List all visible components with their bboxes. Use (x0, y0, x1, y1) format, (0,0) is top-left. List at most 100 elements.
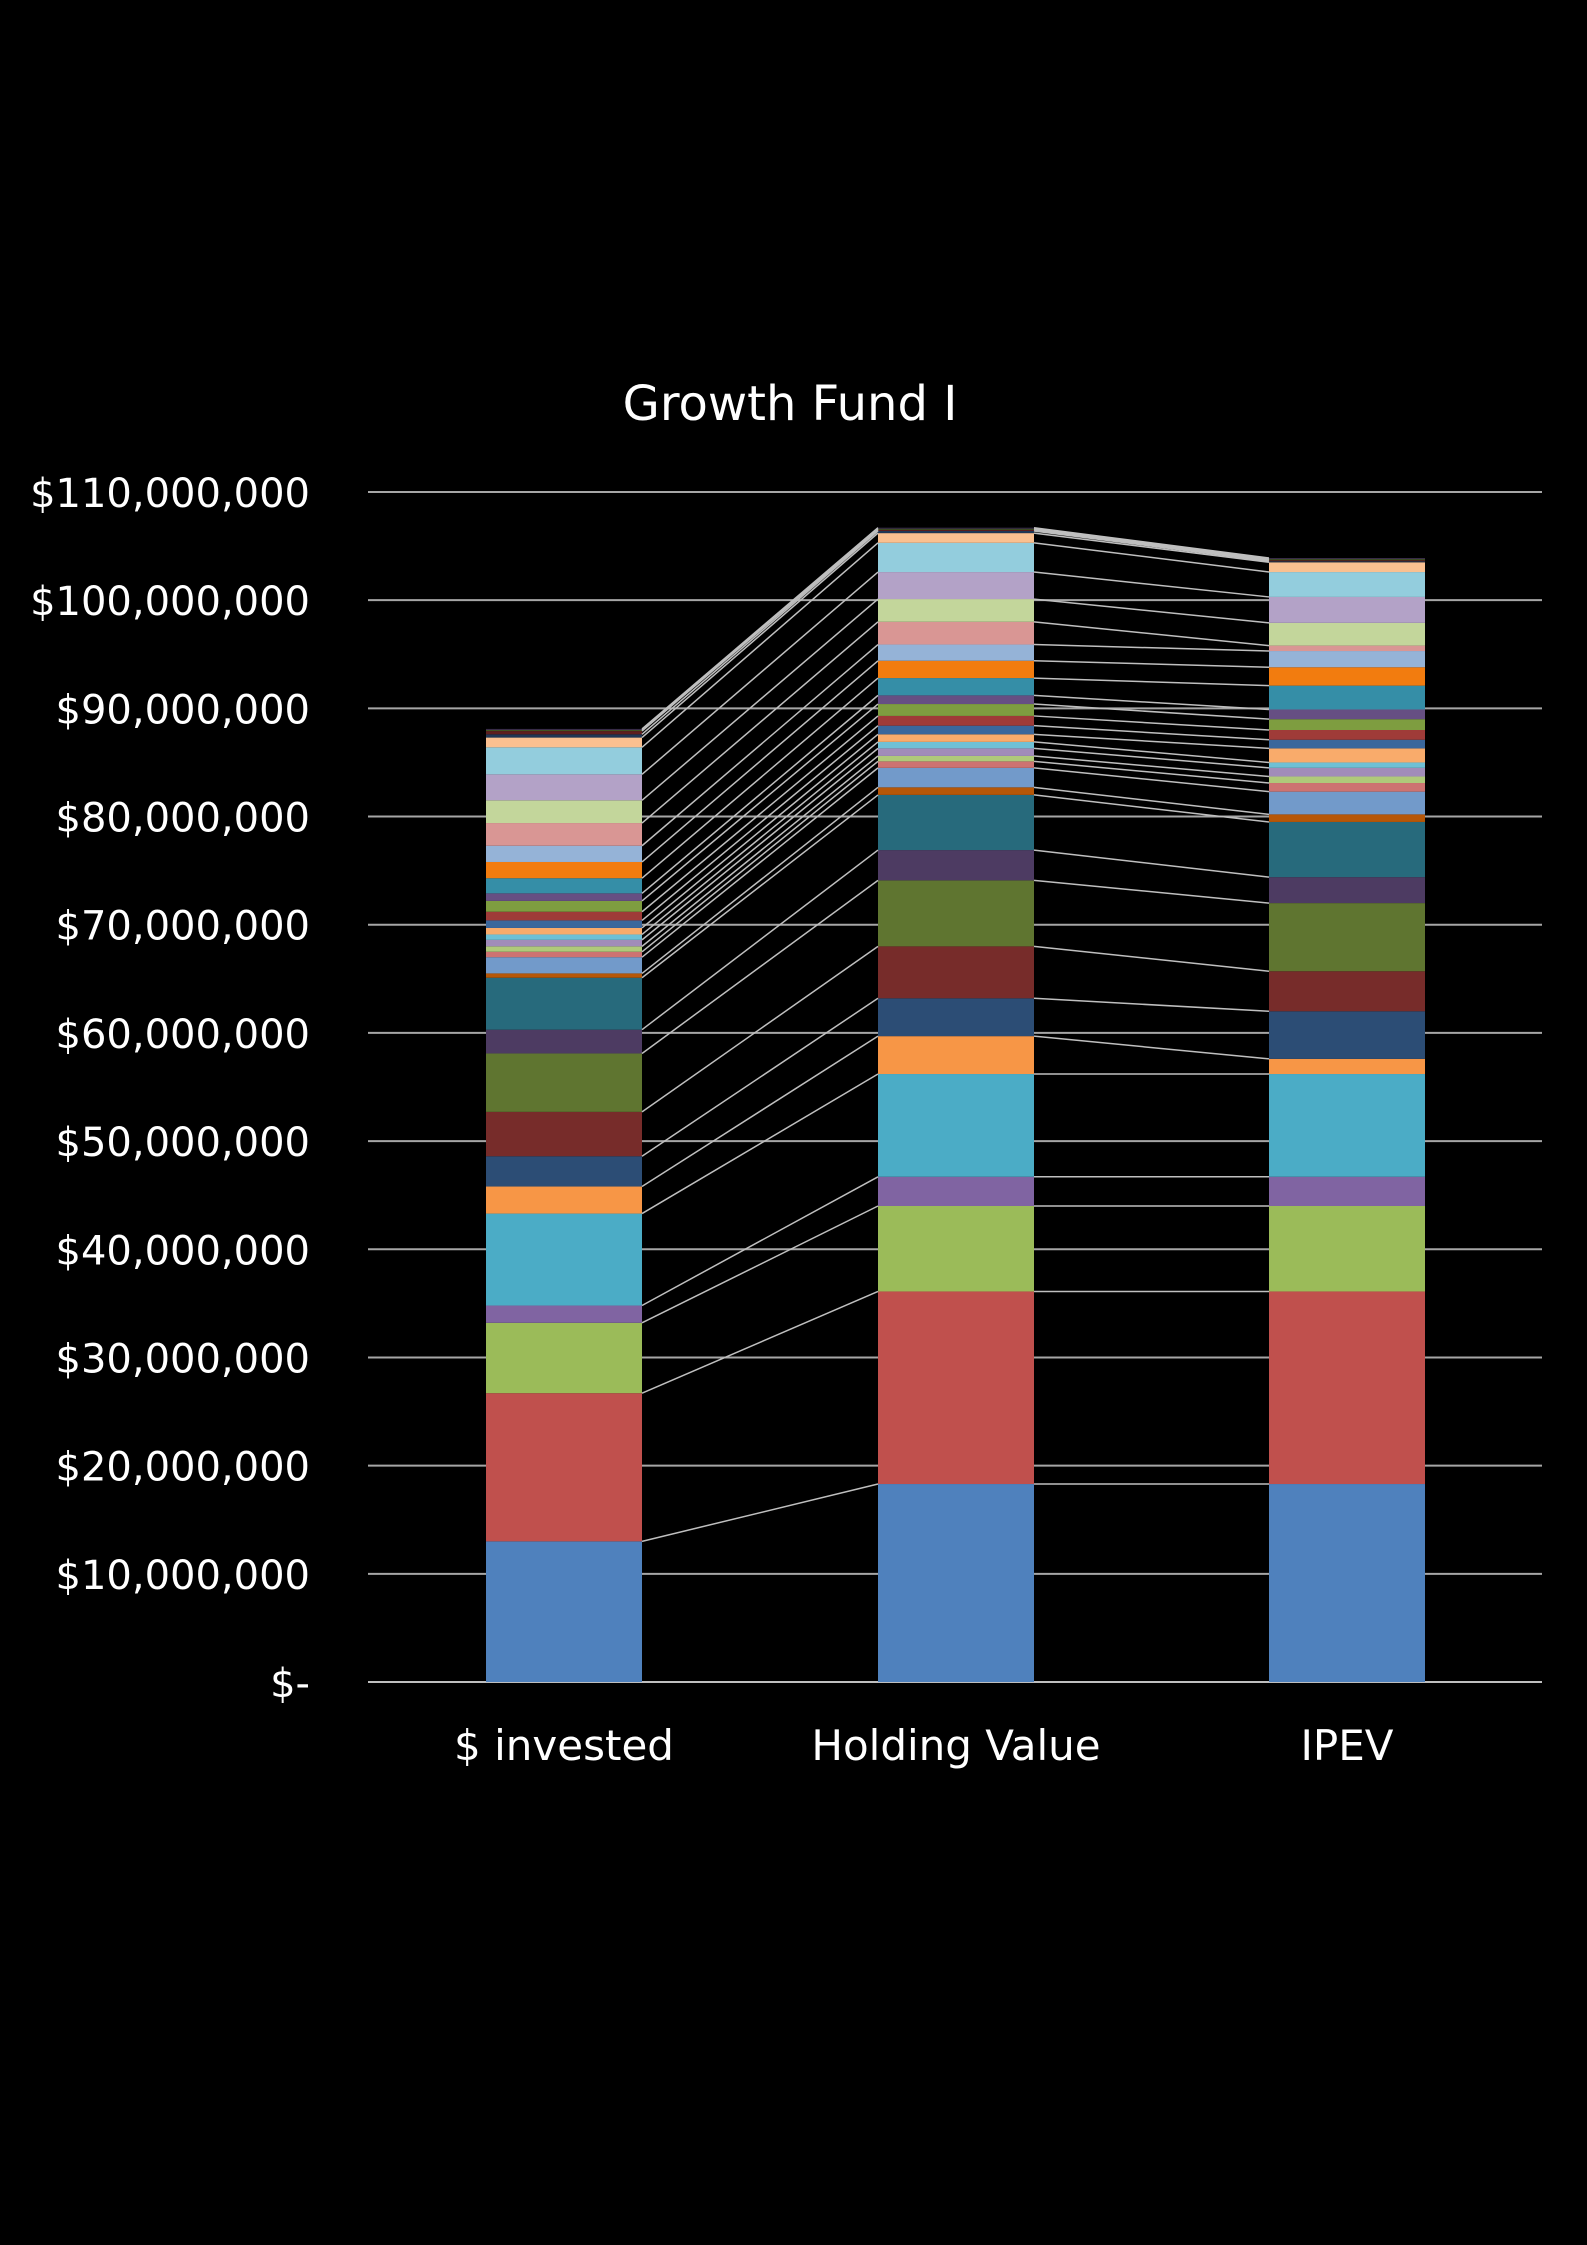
bar-segment (1269, 557, 1425, 560)
series-connector-line (641, 794, 879, 979)
bar-segment (486, 946, 642, 952)
bar-segment (1269, 877, 1425, 904)
bar-segment (486, 845, 642, 862)
bar-segment (878, 715, 1034, 726)
bar-segment (486, 774, 642, 801)
bar-segment (878, 1291, 1034, 1485)
series-connector-line (641, 703, 879, 902)
bar-segment (1269, 783, 1425, 792)
bar-segment (486, 1156, 642, 1187)
bar-segment (1269, 559, 1425, 561)
series-connector-line (1033, 715, 1270, 731)
series-connector-line (1033, 694, 1270, 711)
series-connector-line (1033, 945, 1270, 972)
x-tick-label: Holding Value (811, 1721, 1100, 1770)
bar-segment (1269, 903, 1425, 972)
series-connector-line (641, 945, 879, 1113)
series-connector-line (641, 529, 879, 732)
series-connector-line (641, 643, 879, 847)
series-connector-line (641, 767, 879, 958)
bar-segment (486, 1393, 642, 1542)
bar-segment (486, 878, 642, 894)
bar-segment (878, 1206, 1034, 1292)
bar-segment (878, 660, 1034, 679)
bar-segment (878, 1036, 1034, 1075)
series-connector-line (1033, 760, 1270, 784)
bar-segment (878, 734, 1034, 742)
series-connector-line (1033, 997, 1270, 1013)
series-connector-line (1033, 530, 1270, 562)
series-connector-line (1033, 528, 1270, 560)
x-tick-label: IPEV (1301, 1721, 1394, 1770)
bar-segment (878, 725, 1034, 735)
bar-segment (486, 934, 642, 940)
bar-segment (486, 1541, 642, 1682)
bar-segment (1269, 596, 1425, 623)
bar-segment (1269, 1484, 1425, 1682)
bar-segment (1269, 645, 1425, 652)
bar-segment (1269, 561, 1425, 563)
y-tick-label: $20,000,000 (56, 1445, 310, 1491)
bar-segment (486, 911, 642, 921)
series-connector-line (1033, 741, 1270, 764)
bar-segment (486, 893, 642, 901)
series-connector-line (1033, 643, 1270, 652)
bar-segment (878, 644, 1034, 661)
bar-segment (1269, 971, 1425, 1012)
series-connector-line (1033, 786, 1270, 816)
series-connector-line (641, 528, 879, 731)
bar-segment (878, 678, 1034, 696)
series-connector-line (641, 542, 879, 748)
bar-segment (486, 737, 642, 748)
series-connector-line (1033, 879, 1270, 904)
bar-segment (486, 927, 642, 935)
y-tick-label: $60,000,000 (56, 1012, 310, 1058)
series-connector-line (641, 760, 879, 953)
bar-segment (1269, 667, 1425, 686)
bar-segment (878, 572, 1034, 600)
bar-segment (1269, 767, 1425, 777)
bar-segment (1269, 748, 1425, 763)
bar-segment (486, 823, 642, 846)
bar-segment (486, 973, 642, 978)
bar-segment (878, 748, 1034, 756)
bar-segment (486, 747, 642, 775)
bar-segment (486, 1186, 642, 1214)
bar-segment (878, 1074, 1034, 1177)
bar-segment (878, 741, 1034, 749)
bar-segment (1269, 685, 1425, 710)
series-connector-line (1033, 747, 1270, 769)
series-connector-line (641, 1073, 879, 1215)
bar-segment (878, 946, 1034, 999)
bar-segment (1269, 1058, 1425, 1075)
series-connector-line (641, 747, 879, 941)
series-connector-line (1033, 849, 1270, 878)
y-tick-label: $30,000,000 (56, 1336, 310, 1382)
series-connector-line (641, 571, 879, 775)
bar-segment (486, 939, 642, 947)
series-connector-lines (641, 526, 1270, 1543)
bar-segment (1269, 1206, 1425, 1292)
series-connector-line (641, 530, 879, 735)
bar-segment (1269, 622, 1425, 646)
bar-segment (1269, 1176, 1425, 1206)
series-connector-line (1033, 1035, 1270, 1060)
bar-segment (878, 998, 1034, 1037)
series-connector-line (641, 879, 879, 1055)
y-tick-label: $10,000,000 (56, 1553, 310, 1599)
bar-segment (486, 1322, 642, 1394)
bar-segment (486, 1213, 642, 1306)
y-tick-label: $90,000,000 (56, 687, 310, 733)
bar-segment (878, 1484, 1034, 1682)
series-connector-line (1033, 526, 1270, 559)
series-connector-line (641, 677, 879, 879)
y-axis-tick-labels: $- $10,000,000 $20,000,000 $30,000,000 $40,0… (30, 471, 310, 1707)
bar-segment (1269, 791, 1425, 815)
bar-segment (1269, 560, 1425, 562)
bar-segment (486, 1305, 642, 1323)
series-connector-line (641, 621, 879, 824)
series-connector-line (1033, 767, 1270, 793)
series-connector-line (1033, 794, 1270, 823)
series-connector-line (641, 715, 879, 913)
